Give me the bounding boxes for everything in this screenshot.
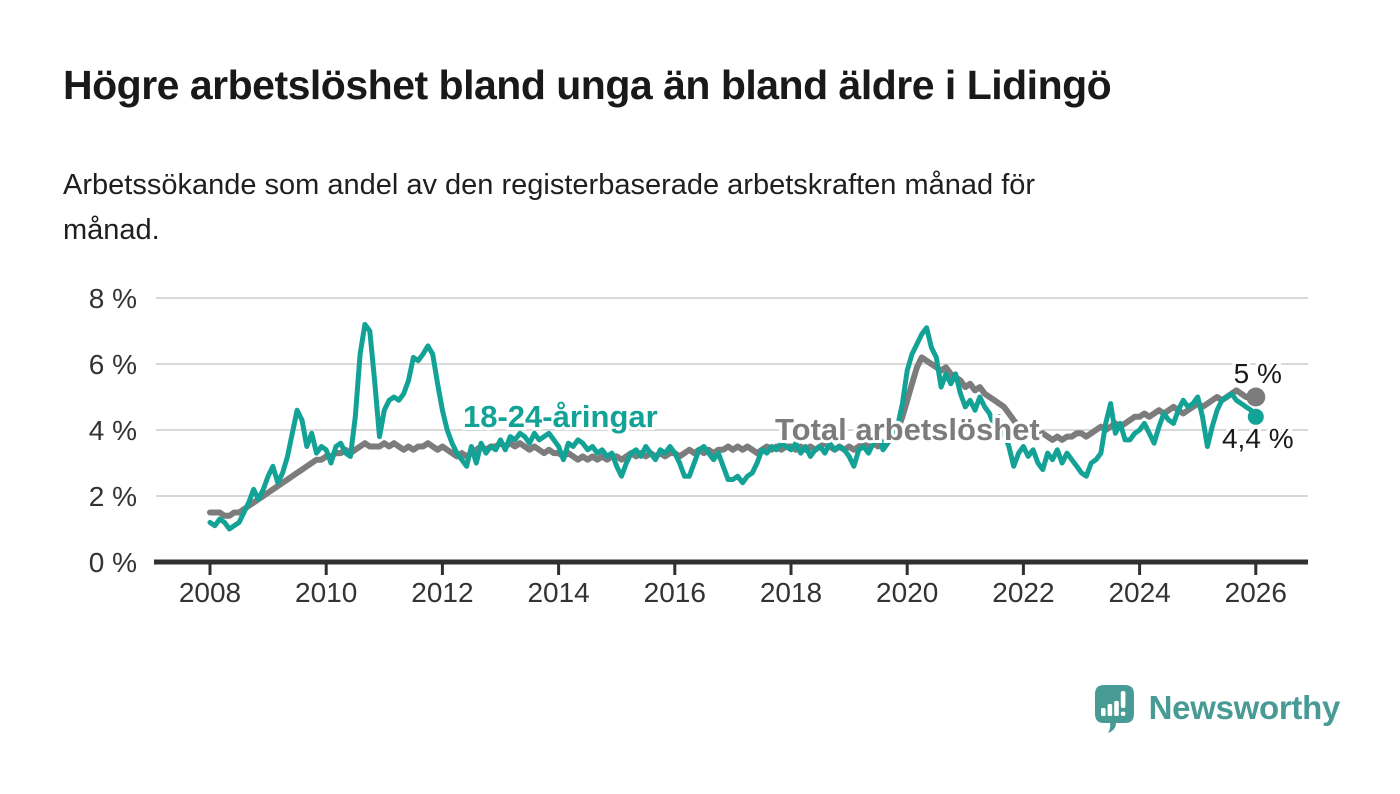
chart-subtitle: Arbetssökande som andel av den registerb…: [63, 163, 1323, 253]
brand-footer: Newsworthy: [1092, 683, 1340, 733]
y-tick-label: 4 %: [89, 415, 137, 446]
x-tick-label: 2014: [527, 577, 589, 608]
series-line-youth: [207, 321, 1259, 532]
x-tick-label: 2020: [876, 577, 938, 608]
subtitle-line-2: månad.: [63, 213, 160, 246]
logo-exclamation-bar: [1120, 691, 1126, 708]
x-tick-label: 2008: [179, 577, 241, 608]
page-title: Högre arbetslöshet bland unga än bland ä…: [63, 62, 1112, 108]
series-line-total: [207, 354, 1259, 519]
end-value-label-youth: 4,4 %: [1222, 423, 1294, 454]
x-tick-label: 2016: [644, 577, 706, 608]
end-dot-youth: [1247, 408, 1264, 425]
series-label-youth: 18-24-åringar: [463, 399, 658, 434]
x-tick-label: 2026: [1225, 577, 1287, 608]
y-tick-label: 8 %: [89, 283, 137, 314]
logo-exclamation-dot: [1120, 711, 1126, 716]
x-tick-label: 2024: [1108, 577, 1170, 608]
subtitle-line-1: Arbetssökande som andel av den registerb…: [63, 169, 1036, 201]
x-tick-label: 2010: [295, 577, 357, 608]
logo-bar-2: [1107, 704, 1112, 716]
x-tick-label: 2012: [411, 577, 473, 608]
y-tick-label: 6 %: [89, 349, 137, 380]
x-tick-label: 2018: [760, 577, 822, 608]
brand-name: Newsworthy: [1148, 689, 1341, 726]
y-tick-label: 2 %: [89, 481, 137, 512]
y-tick-label: 0 %: [89, 547, 137, 578]
end-dot-total: [1246, 387, 1266, 407]
logo-bar-3: [1113, 701, 1119, 716]
logo-bar-1: [1100, 708, 1106, 716]
series-label-total: Total arbetslöshet: [775, 412, 1040, 447]
x-tick-label: 2022: [992, 577, 1054, 608]
end-value-label-total: 5 %: [1234, 358, 1282, 389]
newsworthy-logo-icon: [1094, 685, 1134, 733]
